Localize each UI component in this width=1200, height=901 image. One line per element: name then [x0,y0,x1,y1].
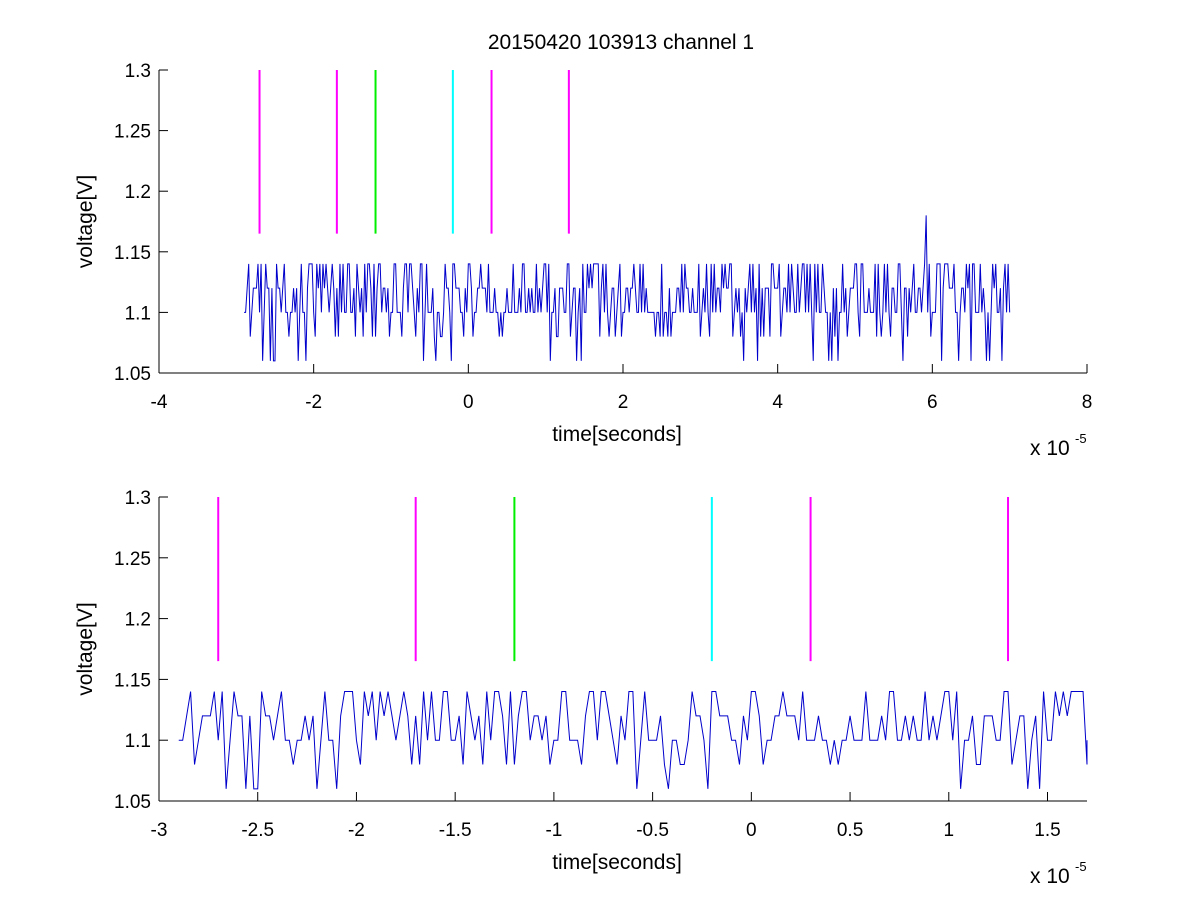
y-tick-label: 1.1 [125,303,151,324]
x-axis-label: time[seconds] [552,851,682,874]
y-tick-label: 1.1 [125,731,151,752]
x-exponent-power: -5 [1075,859,1087,874]
y-tick-label: 1.15 [114,670,151,691]
x-tick-label: -1 [545,820,562,841]
y-tick-label: 1.25 [114,549,151,570]
y-tick-label: 1.25 [114,122,151,143]
x-tick-label: 1 [943,820,954,841]
y-tick-label: 1.2 [125,610,151,631]
x-exponent-label: x 10 [1030,865,1070,888]
x-tick-label: 0.5 [837,820,863,841]
x-tick-label: 0 [463,392,474,413]
y-tick-label: 1.05 [114,364,151,385]
x-axis-label: time[seconds] [552,423,682,446]
x-tick-label: 1.5 [1034,820,1060,841]
y-tick-label: 1.15 [114,243,151,264]
bottom-plot: 1.05 1.1 1.15 1.2 1.25 1.3 -3 -2.5 -2 -1.5 -1 -0.5 0… [74,488,1088,888]
x-tick-label: 6 [927,392,938,413]
figure-title: 20150420 103913 channel 1 [488,31,754,54]
x-tick-label: 2 [618,392,629,413]
x-tick-label: -0.5 [636,820,669,841]
x-tick-label: -3 [151,820,168,841]
x-tick-label: -1.5 [439,820,472,841]
x-tick-label: -2 [305,392,322,413]
voltage-trace [244,215,1011,362]
x-exponent-power: -5 [1075,431,1087,446]
x-tick-label: -4 [151,392,168,413]
x-tick-label: -2.5 [241,820,274,841]
y-tick-label: 1.05 [114,792,151,813]
x-tick-label: 0 [746,820,757,841]
y-axis-label: voltage[V] [74,175,97,268]
x-exponent-label: x 10 [1030,437,1070,460]
x-tick-label: 4 [772,392,783,413]
y-tick-label: 1.2 [125,182,151,203]
x-tick-label: 8 [1082,392,1093,413]
y-tick-label: 1.3 [125,488,151,509]
y-axis-label: voltage[V] [74,602,97,695]
voltage-trace [178,691,1088,790]
x-tick-label: -2 [348,820,365,841]
top-plot: 1.05 1.1 1.15 1.2 1.25 1.3 -4 -2 0 2 4 6 8 time[secon… [74,61,1092,460]
y-tick-label: 1.3 [125,61,151,82]
